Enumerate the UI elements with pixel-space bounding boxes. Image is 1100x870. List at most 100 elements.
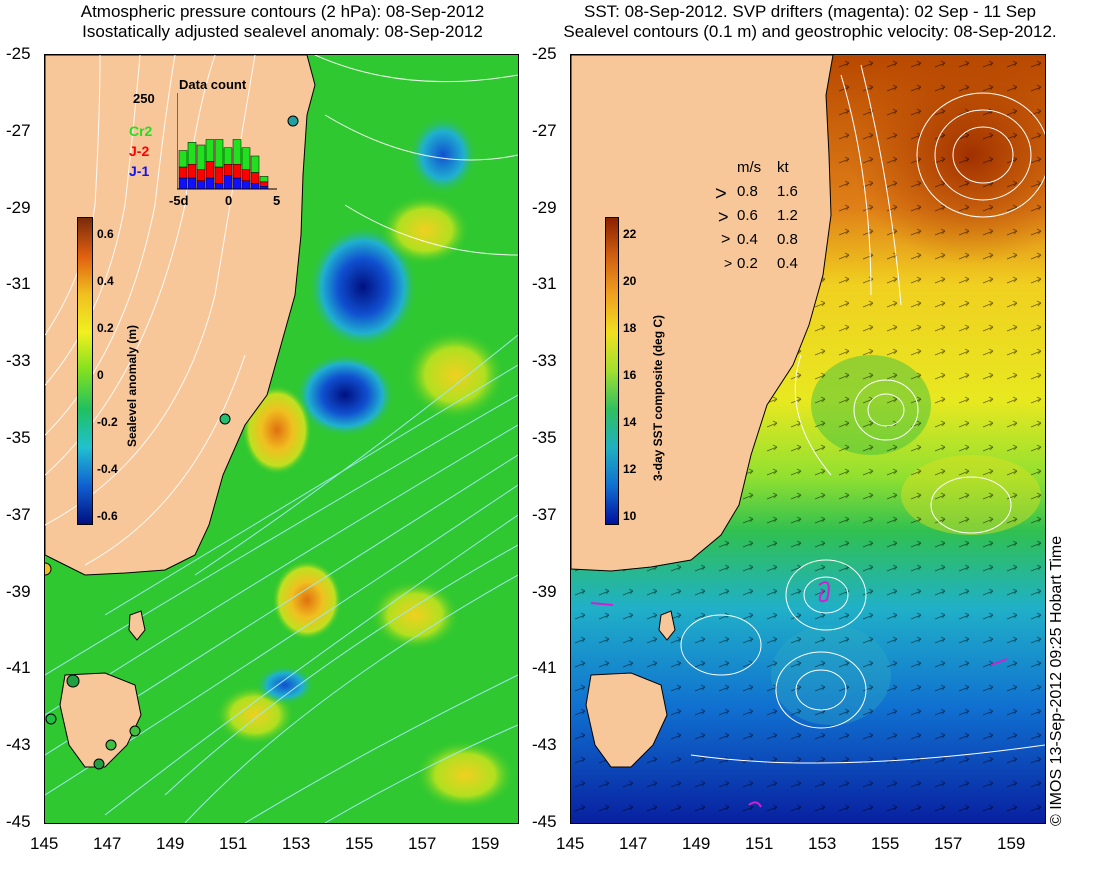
latitude-tick: -43	[532, 735, 557, 755]
histogram-bar	[214, 183, 224, 190]
velocity-arrow-icon: >	[718, 207, 729, 227]
high-anomaly-eddy-4	[405, 330, 505, 420]
longitude-tick: 159	[471, 834, 500, 853]
latitude-tick: -27	[6, 120, 31, 140]
longitude-tick: 157	[408, 834, 437, 853]
right-title-line1: SST: 08-Sep-2012. SVP drifters (magenta)…	[583, 2, 1036, 21]
longitude-tick: 153	[808, 834, 837, 853]
colorbar-tick: 22	[623, 227, 637, 241]
low-anomaly-eddy-3	[408, 115, 478, 195]
longitude-tick: 159	[997, 834, 1026, 853]
right-panel-title: SST: 08-Sep-2012. SVP drifters (magenta)…	[545, 2, 1075, 42]
left-title-line1: Atmospheric pressure contours (2 hPa): 0…	[80, 2, 485, 21]
latitude-tick: -35	[532, 428, 557, 447]
histogram-bar	[205, 161, 215, 179]
histogram-bar	[178, 177, 188, 190]
longitude-tick: 147	[619, 834, 648, 853]
data-count-title: Data count	[179, 77, 247, 92]
histogram-bar	[187, 177, 197, 190]
latitude-tick: -31	[6, 274, 31, 294]
latitude-tick: -39	[6, 581, 31, 601]
longitude-tick: 149	[682, 834, 711, 853]
low-anomaly-eddy-2	[295, 353, 395, 437]
latitude-tick: -31	[532, 274, 557, 294]
svp-drifter-tracks	[590, 581, 1008, 808]
histogram-bar	[250, 183, 260, 190]
flinders-island-sst	[658, 610, 676, 641]
histogram-bar	[241, 169, 251, 181]
tasmania	[59, 672, 142, 768]
copyright-notice: © IMOS 13-Sep-2012 09:25 Hobart Time	[1048, 535, 1065, 826]
flinders-island	[128, 610, 146, 641]
colorbar-tick: -0.4	[97, 462, 118, 476]
right-title-line2: Sealevel contours (0.1 m) and geostrophi…	[563, 22, 1057, 41]
histogram-bar	[187, 142, 197, 165]
velocity-kt-value: 1.2	[777, 207, 798, 224]
low-anomaly-eddy-1	[308, 225, 418, 349]
inset-xtick-1: -5d	[169, 193, 189, 208]
histogram-bar	[214, 139, 224, 168]
histogram-bar	[196, 169, 206, 181]
sst-map[interactable]: m/s kt >0.8 1.6 >0.6 1.2 >0.4 0.8 >0.2 0.4 22 20…	[570, 54, 1046, 824]
high-anomaly-eddy-1	[242, 385, 312, 475]
histogram-bar	[214, 166, 224, 184]
sealevel-anomaly-map[interactable]: Data count 250 Cr2 J-2 J-1 -5d 0 5 0.6 0.4 0…	[44, 54, 519, 824]
high-anomaly-eddy-2	[272, 560, 342, 640]
high-anomaly-eddy-8	[415, 740, 515, 810]
histogram-bar	[259, 181, 269, 187]
colorbar-tick: 20	[623, 274, 637, 288]
histogram-bar	[205, 177, 215, 190]
latitude-tick: -29	[6, 197, 31, 217]
tasmania-sst	[585, 672, 668, 768]
velocity-ms-value: 0.4	[737, 231, 758, 248]
latitude-tick: -33	[6, 351, 31, 371]
velocity-kt-value: 0.4	[777, 255, 798, 272]
longitude-tick: 155	[871, 834, 900, 853]
colorbar-tick: 18	[623, 321, 637, 335]
velocity-ms-value: 0.6	[737, 207, 758, 224]
high-anomaly-eddy-7	[370, 580, 460, 650]
latitude-tick: -25	[6, 44, 31, 63]
longitude-tick: 149	[156, 834, 185, 853]
sst-map-svg	[571, 55, 1045, 823]
legend-entry: Cr2	[129, 123, 153, 139]
longitude-tick: 157	[934, 834, 963, 853]
latitude-tick: -39	[532, 581, 557, 601]
velocity-arrow-icon: >	[715, 183, 727, 205]
data-count-histogram	[177, 93, 277, 190]
sealevel-contours	[680, 64, 1045, 764]
colorbar-tick: 0.4	[97, 274, 114, 288]
colorbar-tick: 16	[623, 368, 637, 382]
inset-xtick-2: 0	[225, 193, 233, 208]
colorbar-tick: 0.6	[97, 227, 114, 241]
velocity-kt-value: 0.8	[777, 231, 798, 248]
colorbar-tick: 10	[623, 509, 637, 523]
sst-colorbar-label: 3-day SST composite (deg C)	[651, 314, 665, 481]
histogram-bar	[223, 175, 233, 190]
histogram-bar	[250, 155, 260, 173]
colorbar-tick: 14	[623, 415, 637, 429]
latitude-tick: -45	[6, 812, 31, 831]
histogram-bar	[259, 176, 269, 183]
histogram-bar	[250, 172, 260, 184]
histogram-bar	[205, 139, 215, 162]
histogram-bar	[241, 147, 251, 170]
vector-legend-header-kt: kt	[777, 159, 789, 176]
latitude-tick: -37	[6, 504, 31, 524]
longitude-tick: 145	[556, 834, 585, 853]
sealevel-colorbar-label: Sealevel anomaly (m)	[125, 324, 139, 447]
mainland-australia-sst	[571, 55, 834, 572]
colorbar-tick: 12	[623, 462, 637, 476]
sealevel-map-svg	[45, 55, 518, 823]
histogram-bar	[232, 177, 242, 190]
latitude-tick: -41	[532, 658, 557, 678]
latitude-tick: -35	[6, 428, 31, 447]
longitude-tick: 145	[30, 834, 59, 853]
left-title-line2: Isostatically adjusted sealevel anomaly:…	[82, 22, 483, 41]
histogram-bar	[232, 139, 242, 165]
latitude-tick: -43	[6, 735, 31, 755]
histogram-bar	[187, 164, 197, 179]
histogram-bar	[178, 166, 188, 179]
histogram-bar	[232, 164, 242, 179]
velocity-kt-value: 1.6	[777, 183, 798, 200]
